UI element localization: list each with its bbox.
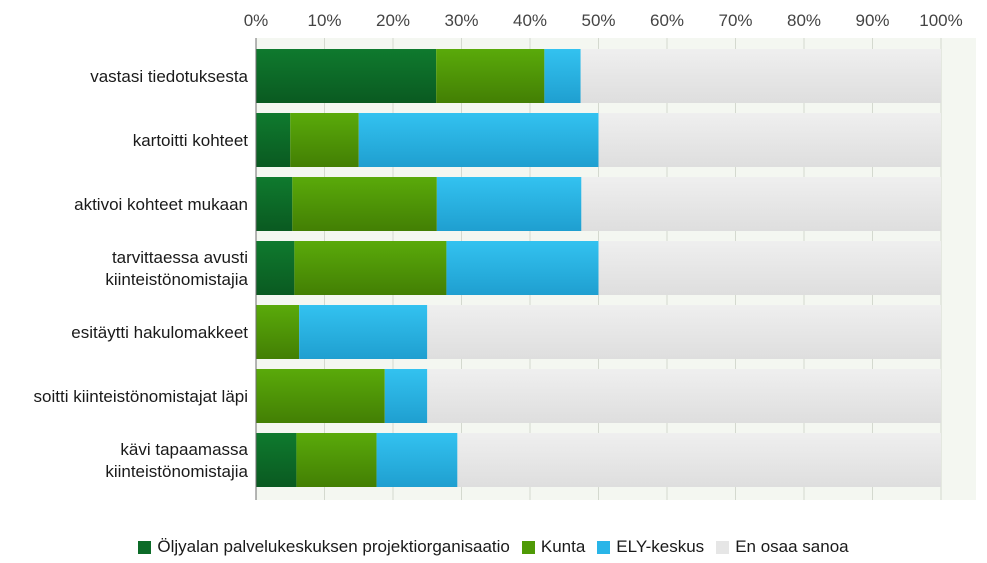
bar-segment [384, 369, 428, 423]
bar-segment [294, 241, 447, 295]
legend-swatch [138, 540, 152, 554]
x-tick-label: 30% [444, 11, 478, 30]
bar-segment [292, 177, 437, 231]
bar-segment [580, 49, 941, 103]
bar-segment [427, 369, 941, 423]
bar-segment [598, 113, 941, 167]
bar-segment [436, 49, 545, 103]
bar-segment [376, 433, 458, 487]
legend-item: Öljyalan palvelukeskuksen projektiorgani… [138, 537, 510, 557]
legend-item: En osaa sanoa [716, 537, 849, 557]
legend-label: En osaa sanoa [735, 537, 849, 556]
bar-segment [427, 305, 941, 359]
bar-segment [256, 369, 385, 423]
x-tick-label: 90% [855, 11, 889, 30]
bar-segment [256, 113, 291, 167]
legend-swatch [521, 540, 535, 554]
bar-segment [581, 177, 941, 231]
category-label: soitti kiinteistönomistajat läpi [34, 387, 248, 406]
y-axis-category-labels: vastasi tiedotuksesta kartoitti kohteet ak… [34, 67, 249, 481]
x-tick-label: 60% [650, 11, 684, 30]
bar-segment [358, 113, 599, 167]
legend-item: Kunta [521, 537, 586, 557]
category-label: kiinteistönomistajia [105, 462, 248, 481]
bar-segment [256, 177, 293, 231]
category-label: esitäytti hakulomakkeet [71, 323, 248, 342]
bar-segment [256, 305, 300, 359]
chart-legend: Öljyalan palvelukeskuksen projektiorgani… [0, 535, 987, 559]
bar-segment [457, 433, 941, 487]
bar-segment [296, 433, 377, 487]
stacked-bar-chart: 0% 10% 20% 30% 40% 50% 60% 70% 80% 90% 100% vastas… [34, 11, 976, 500]
bar-segment [544, 49, 581, 103]
category-label: tarvittaessa avusti [112, 248, 248, 267]
legend-label: Öljyalan palvelukeskuksen projektiorgani… [157, 537, 510, 556]
x-tick-label: 80% [787, 11, 821, 30]
bar-segment [256, 433, 297, 487]
x-tick-label: 10% [307, 11, 341, 30]
legend-swatch [716, 540, 730, 554]
x-axis-tick-labels: 0% 10% 20% 30% 40% 50% 60% 70% 80% 90% 100% [244, 11, 963, 30]
category-label: kävi tapaamassa [120, 440, 248, 459]
x-tick-label: 40% [513, 11, 547, 30]
legend-label: ELY-keskus [616, 537, 705, 556]
bar-segment [256, 49, 437, 103]
category-label: kiinteistönomistajia [105, 270, 248, 289]
category-label: aktivoi kohteet mukaan [74, 195, 248, 214]
bar-segment [299, 305, 428, 359]
legend-item: ELY-keskus [597, 537, 704, 557]
bar-series-group [256, 49, 941, 487]
x-tick-label: 0% [244, 11, 269, 30]
x-tick-label: 100% [919, 11, 962, 30]
category-label: kartoitti kohteet [133, 131, 249, 150]
bar-segment [436, 177, 582, 231]
legend-swatch [597, 540, 611, 554]
bar-segment [290, 113, 359, 167]
bar-segment [256, 241, 295, 295]
category-label: vastasi tiedotuksesta [90, 67, 248, 86]
bar-segment [598, 241, 941, 295]
x-tick-label: 70% [718, 11, 752, 30]
legend-label: Kunta [540, 537, 586, 556]
bar-segment [446, 241, 599, 295]
x-tick-label: 50% [581, 11, 615, 30]
x-tick-label: 20% [376, 11, 410, 30]
